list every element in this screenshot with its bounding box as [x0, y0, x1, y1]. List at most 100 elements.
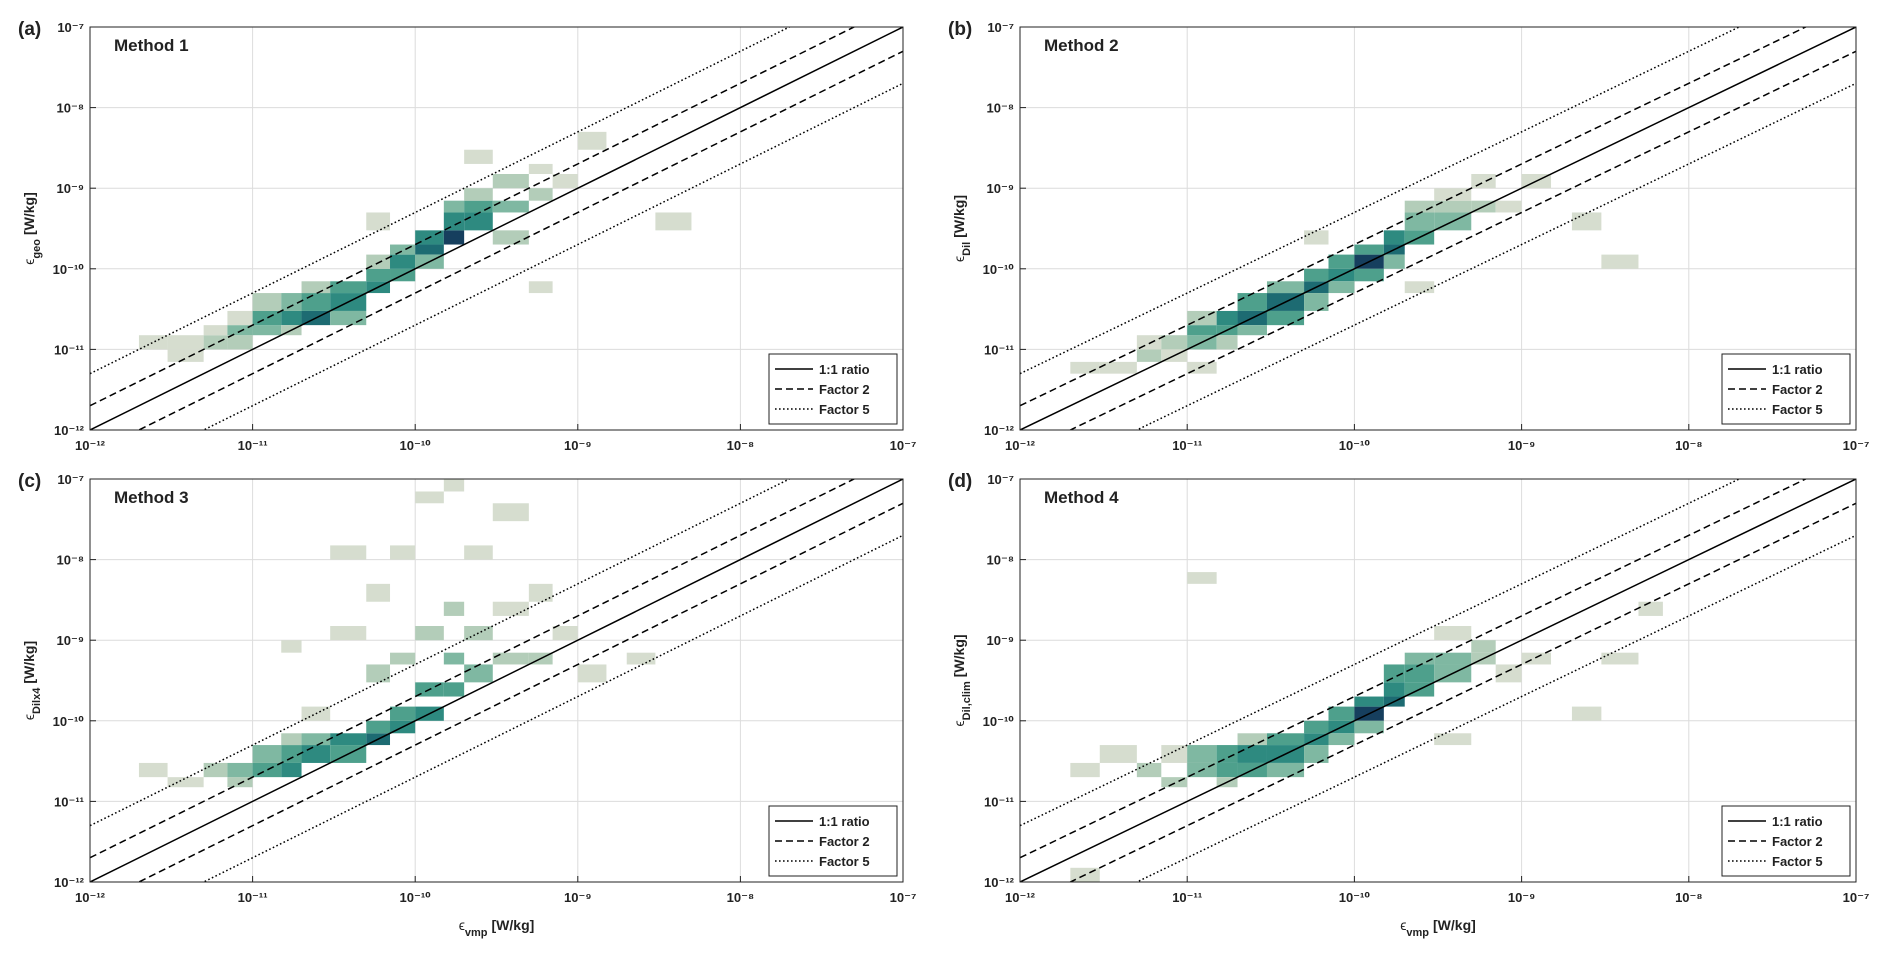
x-tick-label: 10⁻¹² — [75, 890, 106, 905]
hist-cell — [464, 200, 493, 213]
hist-cell — [626, 652, 656, 665]
hist-cell — [1521, 652, 1552, 665]
hist-cell — [1404, 281, 1435, 294]
reference-line — [1020, 27, 1856, 430]
hist-cell — [1187, 361, 1217, 374]
hist-cell — [330, 281, 367, 294]
hist-cell — [1434, 200, 1472, 213]
y-tick-label: 10⁻⁹ — [987, 181, 1015, 196]
y-tick-label: 10⁻⁸ — [57, 101, 84, 116]
hist-cell — [443, 479, 465, 492]
hist-cell — [390, 254, 416, 269]
legend-label: 1:1 ratio — [819, 814, 870, 829]
hist-cell — [366, 583, 391, 602]
x-tick-label: 10⁻⁹ — [564, 890, 592, 905]
hist-cell — [1328, 733, 1355, 746]
hist-cell — [138, 762, 168, 778]
axis-label-unit: [W/kg] — [21, 192, 37, 235]
hist-cell — [1099, 361, 1137, 374]
axes-frame — [89, 26, 904, 431]
hist-cell — [330, 545, 367, 560]
reference-line — [90, 27, 856, 407]
axis-label: ϵgeo [W/kg] — [21, 192, 43, 265]
hist-cell — [203, 762, 228, 778]
hist-cell — [415, 626, 444, 641]
hist-cell — [552, 174, 578, 189]
reference-line — [1020, 479, 1741, 827]
hist-cell — [492, 503, 529, 522]
hist-cell — [1304, 293, 1329, 311]
y-tick-label: 10⁻¹⁰ — [983, 714, 1015, 729]
axis-label: ϵvmp [W/kg] — [1400, 917, 1476, 939]
hist-cell — [203, 325, 228, 336]
reference-line — [90, 27, 903, 430]
y-tick-label: 10⁻⁸ — [57, 553, 84, 568]
x-tick-label: 10⁻⁹ — [564, 438, 592, 453]
hist-cell — [1266, 310, 1305, 326]
x-tick-label: 10⁻⁸ — [1675, 438, 1702, 453]
axis-label-subscript: vmp — [465, 927, 488, 939]
y-tick-label: 10⁻¹¹ — [54, 342, 84, 357]
hist-cell — [1404, 664, 1435, 683]
axis-label-subscript: geo — [31, 239, 43, 259]
hist-cell — [281, 310, 302, 326]
hist-cell — [464, 149, 493, 164]
hist-cell — [167, 777, 204, 788]
hist-cell — [281, 745, 302, 763]
hist-cell — [301, 293, 331, 311]
hist-cell — [1161, 335, 1188, 350]
reference-line — [1020, 479, 1808, 859]
hist-cell — [492, 200, 529, 213]
reference-line — [1020, 27, 1741, 375]
hist-cell — [1434, 652, 1472, 665]
y-tick-label: 10⁻⁹ — [57, 181, 85, 196]
hist-cell — [252, 310, 282, 326]
hist-cell — [1237, 733, 1267, 746]
axes-frame — [89, 478, 904, 883]
hist-cell — [443, 200, 465, 213]
hist-cell — [1136, 762, 1162, 778]
y-tick-label: 10⁻⁷ — [987, 20, 1014, 35]
axis-label-symbol: ϵ — [1400, 917, 1406, 933]
y-tick-label: 10⁻¹² — [54, 423, 85, 438]
hist-cell — [227, 310, 253, 326]
axis-label-symbol: ϵ — [21, 714, 37, 720]
axis-label-unit: [W/kg] — [951, 634, 967, 677]
hist-cell — [528, 188, 553, 201]
hist-cell — [443, 212, 465, 231]
hist-cell — [1304, 268, 1329, 282]
x-tick-label: 10⁻¹⁰ — [400, 890, 432, 905]
x-tick-label: 10⁻⁸ — [727, 890, 754, 905]
legend-label: Factor 5 — [819, 854, 870, 869]
hist-cell — [1354, 720, 1384, 734]
hist-cell — [1471, 174, 1496, 189]
reference-line — [90, 479, 903, 882]
axis-label-subscript: Dilx4 — [31, 687, 43, 714]
reference-line — [201, 82, 903, 430]
y-tick-label: 10⁻¹⁰ — [53, 714, 85, 729]
y-tick-label: 10⁻⁹ — [57, 633, 85, 648]
y-tick-label: 10⁻⁷ — [57, 20, 84, 35]
hist-cell — [301, 733, 331, 746]
plot-layer — [90, 479, 903, 882]
hist-cell — [1601, 254, 1639, 269]
axis-label-subscript: vmp — [1406, 927, 1429, 939]
hist-cell — [1266, 762, 1305, 778]
hist-cell — [492, 174, 529, 189]
hist-cell — [227, 335, 253, 350]
y-tick-label: 10⁻¹⁰ — [983, 262, 1015, 277]
reference-line — [137, 502, 903, 882]
panel-label: (d) — [948, 471, 972, 492]
hist-cell — [330, 310, 367, 326]
legend-label: Factor 5 — [1772, 854, 1823, 869]
hist-cell — [252, 325, 282, 336]
panel-title: Method 4 — [1044, 488, 1119, 507]
axis-label-symbol: ϵ — [951, 720, 967, 726]
x-tick-label: 10⁻¹² — [1005, 890, 1036, 905]
hist-cell — [1434, 188, 1472, 201]
x-tick-label: 10⁻¹¹ — [238, 890, 268, 905]
hist-cell — [167, 335, 204, 350]
hist-cell — [443, 230, 465, 245]
hist-cell — [1187, 745, 1217, 763]
hist-cell — [577, 131, 607, 150]
